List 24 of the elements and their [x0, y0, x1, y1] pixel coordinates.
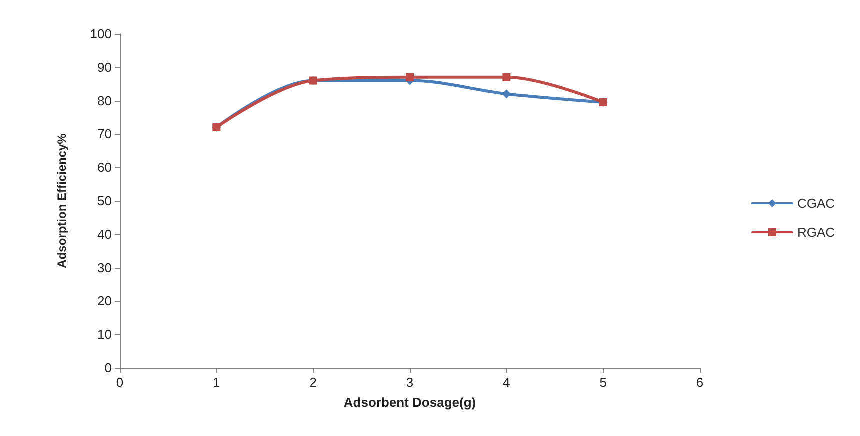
x-axis-title: Adsorbent Dosage(g) — [344, 395, 476, 410]
legend-label: CGAC — [797, 196, 836, 211]
x-tick-label: 5 — [600, 375, 607, 390]
x-tick-label: 0 — [116, 375, 124, 390]
y-tick-label: 40 — [98, 226, 112, 242]
y-tick-label: 100 — [90, 26, 112, 42]
y-tick-label: 50 — [98, 194, 112, 208]
y-tick-label: 20 — [98, 294, 112, 309]
x-tick-label: 2 — [310, 375, 317, 390]
legend-label: RGAC — [797, 225, 836, 240]
y-tick-label: 80 — [98, 93, 112, 108]
x-tick-label: 3 — [406, 375, 414, 390]
y-tick-label: 90 — [98, 60, 112, 75]
y-tick-label: 10 — [98, 327, 112, 342]
point — [502, 73, 511, 82]
x-tick-label: 1 — [213, 375, 220, 390]
x-tick-label: 4 — [503, 375, 510, 390]
x-tick-label: 6 — [696, 375, 704, 390]
y-tick-label: 70 — [98, 126, 112, 142]
y-tick-label: 0 — [104, 360, 112, 376]
y-tick-label: 30 — [98, 260, 112, 276]
y-axis-title: Adsorption Efficiency% — [55, 133, 69, 268]
y-tick-label: 60 — [98, 160, 112, 176]
point — [406, 73, 414, 82]
